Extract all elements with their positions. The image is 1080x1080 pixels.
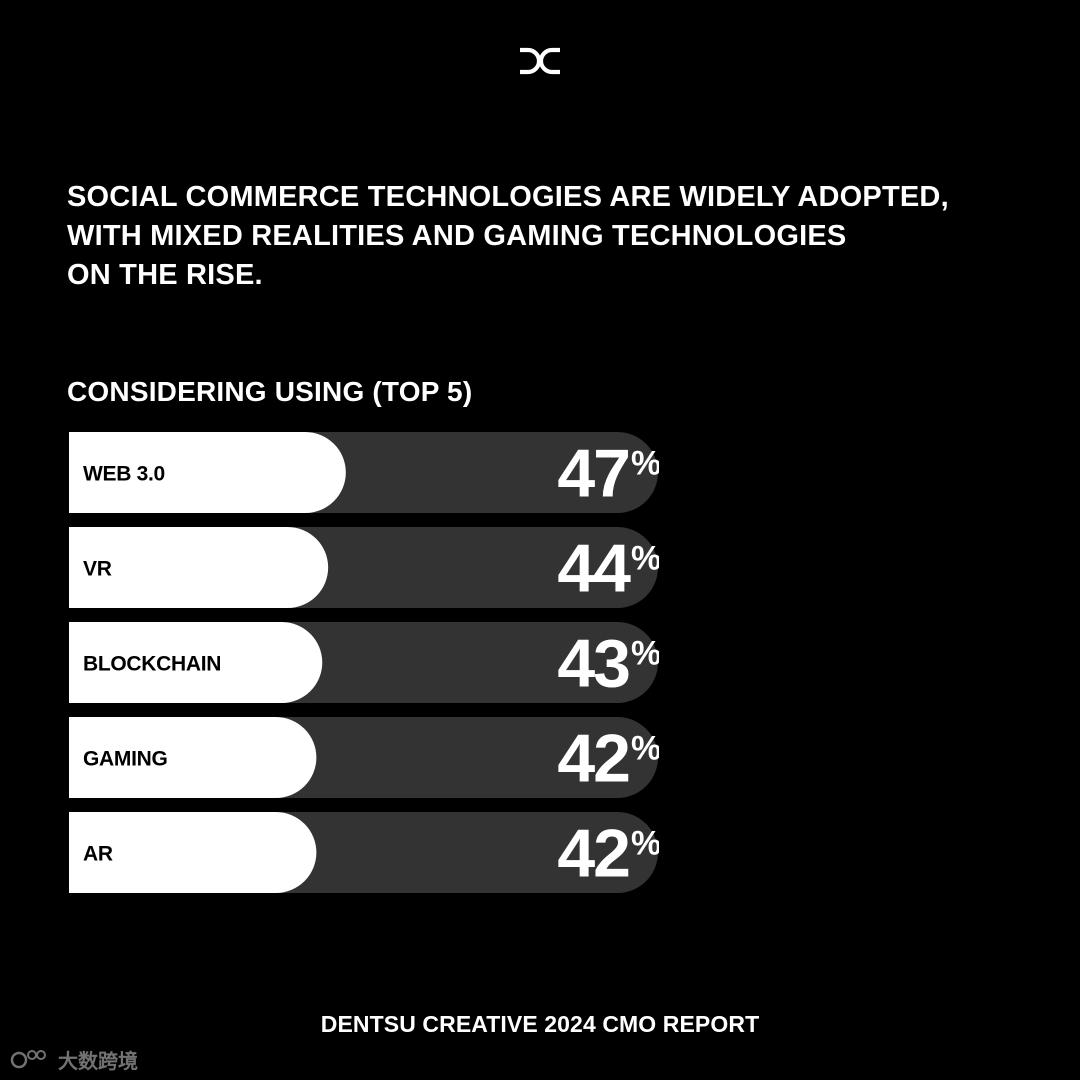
bar-value-gaming: 42	[557, 721, 629, 797]
watermark-logo-icon: 大数跨境	[10, 1049, 138, 1073]
bar-fill-blockchain	[69, 622, 323, 703]
chart-title: CONSIDERING USING (TOP 5)	[67, 376, 473, 407]
bar-row-web-3-0: WEB 3.0 47%	[69, 432, 659, 513]
headline: SOCIAL COMMERCE TECHNOLOGIES ARE WIDELY …	[67, 178, 1027, 295]
bar-value-suffix-blockchain: %	[631, 635, 659, 673]
bar-fill-vr	[69, 527, 329, 608]
bar-label-web-3-0: WEB 3.0	[83, 463, 165, 486]
bar-row-ar: AR 42%	[69, 812, 659, 893]
bar-row-gaming: GAMING 42%	[69, 717, 659, 798]
dentsu-creative-logo-icon	[520, 47, 560, 75]
bar-row-vr: VR 44%	[69, 527, 659, 608]
bar-fill-gaming	[69, 717, 317, 798]
bar-label-gaming: GAMING	[83, 748, 168, 771]
bar-value-vr: 44	[557, 531, 631, 607]
bar-fill-web-3-0	[69, 432, 346, 513]
bar-fill-ar	[69, 812, 317, 893]
bar-label-blockchain: BLOCKCHAIN	[83, 653, 221, 676]
bar-value-suffix-ar: %	[631, 825, 659, 863]
bar-value-ar: 42	[557, 816, 629, 892]
watermark-text: 大数跨境	[58, 1049, 138, 1073]
bar-chart: WEB 3.0 47% VR 44% BLOCKCHAIN 43% GAMING 42% AR 4…	[69, 430, 659, 896]
headline-line-1: SOCIAL COMMERCE TECHNOLOGIES ARE WIDELY …	[67, 181, 949, 213]
footer-report-name: DENTSU CREATIVE 2024 CMO REPORT	[320, 1011, 760, 1037]
bar-value-web-3-0: 47	[557, 436, 629, 512]
bar-label-ar: AR	[83, 843, 113, 866]
bar-value-suffix-vr: %	[631, 540, 659, 578]
headline-line-3: ON THE RISE.	[67, 259, 263, 291]
bar-value-suffix-web-3-0: %	[631, 445, 659, 483]
bar-row-blockchain: BLOCKCHAIN 43%	[69, 622, 659, 703]
bar-label-vr: VR	[83, 558, 112, 581]
bar-value-blockchain: 43	[557, 626, 629, 702]
headline-line-2: WITH MIXED REALITIES AND GAMING TECHNOLO…	[67, 220, 847, 252]
bar-value-suffix-gaming: %	[631, 730, 659, 768]
bar-chart-svg: WEB 3.0 47 % VR 44 % BLOCKCHAIN 43 % GAMING 42 % AR 4…	[69, 432, 659, 893]
